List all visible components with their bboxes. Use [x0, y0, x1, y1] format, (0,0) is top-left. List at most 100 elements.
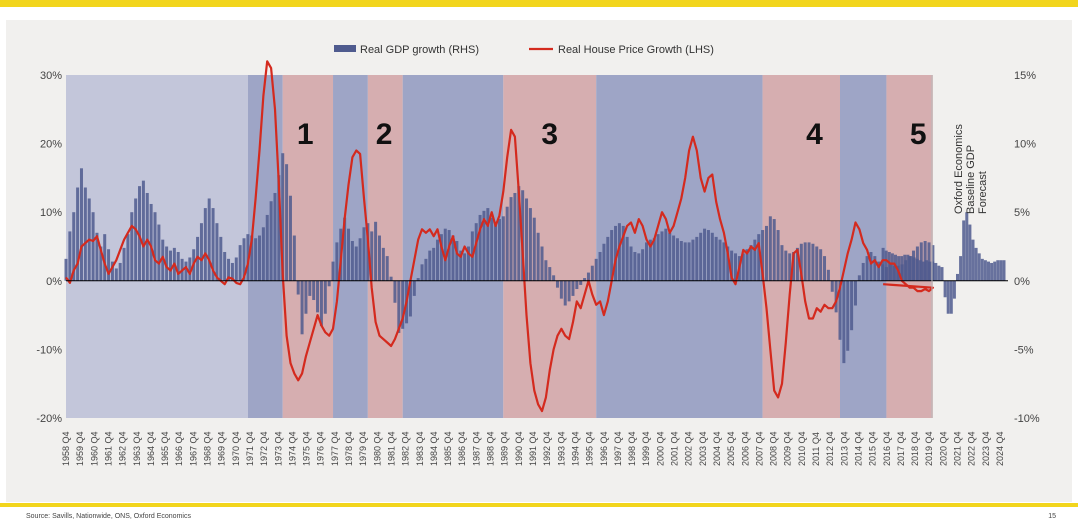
- gdp-bar-248: [952, 280, 956, 299]
- gdp-bar-103: [463, 253, 467, 281]
- shaded-period-9: [840, 75, 887, 418]
- gdp-bar-133: [579, 280, 583, 285]
- gdp-bar-104: [466, 246, 470, 281]
- gdp-bar-23: [153, 212, 157, 281]
- gdp-bar-240: [928, 261, 932, 281]
- x-tick-label: 1977 Q4: [330, 431, 340, 466]
- forecast-label-line: Oxford Economics: [953, 124, 965, 214]
- x-tick-label: 1970 Q4: [231, 431, 241, 466]
- x-tick-label: 2001 Q4: [670, 431, 680, 466]
- gdp-bar-74: [350, 241, 354, 281]
- x-tick-label: 1988 Q4: [486, 431, 496, 466]
- gdp-bar-172: [730, 250, 734, 281]
- gdp-bar-262: [996, 260, 1000, 281]
- gdp-bar-45: [238, 245, 242, 281]
- gdp-bar-131: [571, 280, 575, 296]
- gdp-bar-210: [877, 261, 881, 281]
- x-tick-label: 2019 Q4: [924, 431, 934, 466]
- legend-gdp-swatch: [334, 45, 356, 52]
- gdp-bar-44: [234, 257, 238, 281]
- right-tick-label: -10%: [1014, 413, 1040, 425]
- gdp-bar-159: [679, 241, 683, 281]
- gdp-bar-263: [999, 260, 1003, 281]
- gdp-bar-91: [416, 278, 420, 281]
- gdp-bar-149: [641, 249, 645, 281]
- gdp-bar-204: [853, 280, 857, 306]
- gdp-bar-134: [583, 278, 587, 281]
- gdp-bar-168: [714, 236, 718, 281]
- gdp-bar-70: [335, 242, 339, 281]
- gdp-bar-100: [451, 235, 455, 281]
- x-tick-label: 1972 Q4: [259, 431, 269, 466]
- gdp-bar-64: [312, 280, 316, 301]
- gdp-bar-155: [664, 228, 668, 281]
- gdp-bar-116: [513, 192, 517, 281]
- gdp-bar-82: [381, 247, 385, 281]
- gdp-bar-21: [145, 192, 149, 281]
- x-tick-label: 1979 Q4: [358, 431, 368, 466]
- gdp-bar-157: [672, 235, 676, 281]
- x-tick-label: 1969 Q4: [217, 431, 227, 466]
- left-tick-label: -20%: [36, 413, 62, 425]
- x-tick-label: 1981 Q4: [386, 431, 396, 466]
- gdp-bar-3: [76, 187, 80, 281]
- gdp-bar-80: [374, 221, 378, 281]
- gdp-bar-239: [925, 260, 928, 281]
- gdp-bar-152: [652, 238, 656, 281]
- gdp-bar-20: [141, 180, 145, 281]
- legend: Real GDP growth (RHS) Real House Price Gr…: [334, 44, 714, 56]
- x-tick-label: 2018 Q4: [910, 431, 920, 466]
- left-tick-label: 0%: [46, 276, 62, 288]
- gdp-bar-113: [501, 216, 505, 281]
- gdp-bar-237: [918, 260, 922, 281]
- gdp-bar-194: [815, 246, 819, 281]
- gdp-bar-154: [660, 231, 664, 281]
- gdp-bar-250: [959, 256, 963, 281]
- gdp-bar-203: [850, 280, 854, 331]
- gdp-bar-238: [921, 261, 925, 281]
- gdp-bar-181: [764, 225, 768, 281]
- gdp-bar-36: [203, 208, 207, 281]
- x-tick-label: 2007 Q4: [754, 431, 764, 466]
- gdp-bar-236: [915, 258, 919, 281]
- x-tick-label: 1983 Q4: [415, 431, 425, 466]
- gdp-bar-205: [857, 275, 861, 281]
- gdp-bar-17: [130, 212, 134, 281]
- gdp-bar-14: [118, 262, 122, 281]
- gdp-bar-242: [934, 262, 938, 281]
- x-tick-label: 1994 Q4: [570, 431, 580, 466]
- gdp-bar-43: [230, 262, 234, 281]
- gdp-bar-139: [602, 243, 606, 281]
- axes: -20% -10% 0% 10% 20% 30% -10% -5% 0% 5% 10% 15% 1958…: [36, 70, 1040, 466]
- gdp-bar-195: [819, 249, 823, 281]
- x-tick-label: 2009 Q4: [783, 431, 793, 466]
- gdp-bar-167: [710, 232, 714, 281]
- gdp-bar-156: [668, 232, 672, 281]
- gdp-bar-170: [722, 242, 726, 281]
- gdp-bar-208: [869, 251, 873, 281]
- gdp-bar-25: [161, 239, 165, 281]
- gdp-bar-85: [393, 280, 397, 303]
- gdp-bar-101: [455, 241, 459, 281]
- gdp-bar-163: [695, 236, 699, 281]
- x-tick-label: 2012 Q4: [825, 431, 835, 466]
- x-tick-label: 1984 Q4: [429, 431, 439, 466]
- gdp-bar-57: [285, 164, 289, 281]
- gdp-bar-108: [482, 210, 486, 281]
- gdp-bar-206: [861, 262, 865, 281]
- gdp-bar-22: [149, 203, 153, 281]
- gdp-bar-77: [362, 227, 366, 281]
- gdp-bar-110: [490, 217, 494, 281]
- gdp-bar-60: [296, 280, 300, 295]
- x-tick-label: 1963 Q4: [132, 431, 142, 466]
- gdp-bar-122: [536, 232, 540, 281]
- gdp-bar-89: [408, 280, 412, 317]
- gdp-bar-114: [505, 206, 509, 281]
- x-tick-label: 1966 Q4: [174, 431, 184, 466]
- legend-gdp-label: Real GDP growth (RHS): [360, 44, 479, 56]
- gdp-bar-35: [199, 223, 203, 281]
- gdp-bar-200: [838, 280, 842, 340]
- gdp-bar-165: [703, 228, 707, 281]
- gdp-bar-119: [525, 198, 529, 281]
- gdp-bar-138: [598, 251, 602, 281]
